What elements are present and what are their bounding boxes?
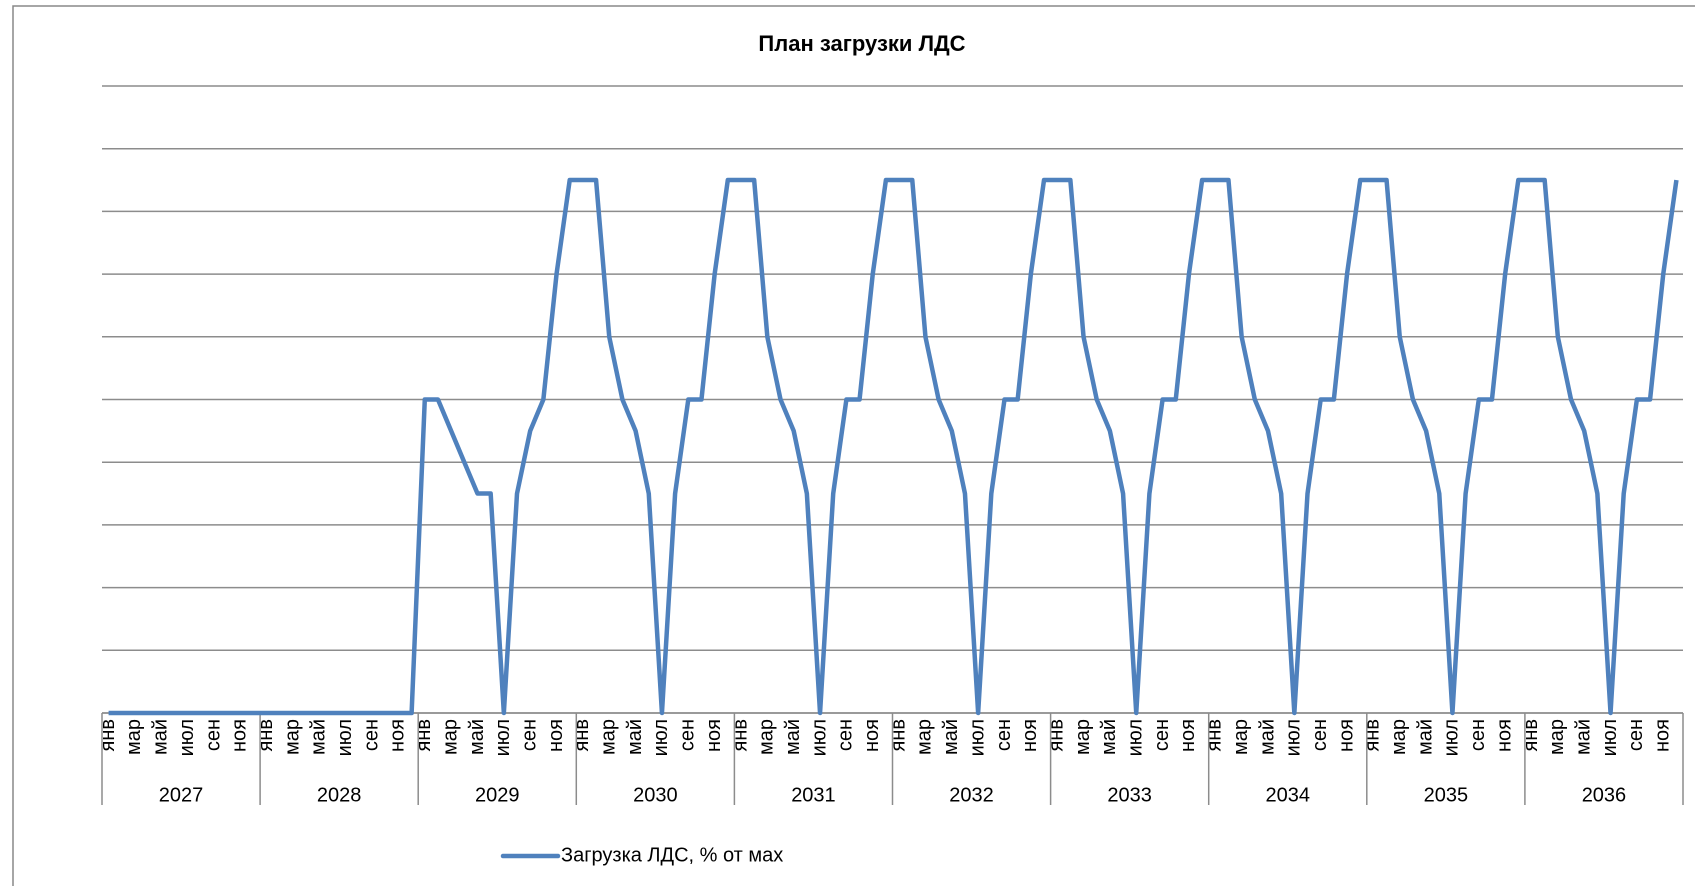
x-group-label: 2030 — [633, 784, 678, 806]
data-line — [108, 177, 1679, 716]
x-tick-label: янв — [255, 719, 277, 752]
x-tick-label: июл — [1283, 719, 1305, 756]
chart-title: План загрузки ЛДС — [758, 31, 965, 56]
x-tick-label: ноя — [1493, 719, 1515, 752]
x-tick-label: сен — [1309, 719, 1331, 751]
x-tick-label: янв — [1520, 719, 1542, 752]
x-tick-label: янв — [729, 719, 751, 752]
x-tick-label: янв — [887, 719, 909, 752]
x-tick-label: мар — [914, 719, 936, 755]
x-tick-label: май — [1414, 719, 1436, 755]
x-tick-label: ноя — [1019, 719, 1041, 752]
x-tick-label: янв — [1045, 719, 1067, 752]
x-tick-label: ноя — [1652, 719, 1674, 752]
x-tick-label: июл — [650, 719, 672, 756]
x-group-label: 2035 — [1424, 784, 1469, 806]
x-tick-label: май — [1256, 719, 1278, 755]
x-tick-label: июл — [1125, 719, 1147, 756]
legend-label: Загрузка ЛДС, % от мах — [561, 844, 783, 866]
x-tick-label: ноя — [387, 719, 409, 752]
x-tick-label: июл — [176, 719, 198, 756]
x-tick-label: сен — [835, 719, 857, 751]
x-tick-label: ноя — [703, 719, 725, 752]
x-tick-label: сен — [1625, 719, 1647, 751]
x-tick-label: сен — [1151, 719, 1173, 751]
x-tick-label: мар — [1388, 719, 1410, 755]
x-tick-label: янв — [571, 719, 593, 752]
x-group-label: 2027 — [159, 784, 204, 806]
x-group-label: 2034 — [1266, 784, 1311, 806]
x-tick-label: ноя — [1335, 719, 1357, 752]
x-tick-label: мар — [598, 719, 620, 755]
x-group-label: 2029 — [475, 784, 520, 806]
x-tick-label: сен — [677, 719, 699, 751]
x-tick-label: июл — [808, 719, 830, 756]
x-tick-label: ноя — [1177, 719, 1199, 752]
x-tick-label: янв — [97, 719, 119, 752]
x-group-label: 2032 — [949, 784, 994, 806]
x-tick-label: мар — [756, 719, 778, 755]
x-tick-label: май — [940, 719, 962, 755]
x-group-label: 2036 — [1582, 784, 1627, 806]
x-tick-label: мар — [1072, 719, 1094, 755]
x-tick-label: сен — [202, 719, 224, 751]
x-tick-label: мар — [1546, 719, 1568, 755]
x-tick-label: май — [308, 719, 330, 755]
x-tick-label: июл — [1599, 719, 1621, 756]
x-tick-label: ноя — [545, 719, 567, 752]
x-tick-label: сен — [1467, 719, 1489, 751]
x-tick-label: мар — [439, 719, 461, 755]
x-tick-label: май — [1098, 719, 1120, 755]
x-tick-label: май — [466, 719, 488, 755]
x-tick-label: янв — [413, 719, 435, 752]
x-group-label: 2033 — [1107, 784, 1152, 806]
x-group-label: 2031 — [791, 784, 836, 806]
x-tick-label: май — [150, 719, 172, 755]
x-tick-label: янв — [1204, 719, 1226, 752]
x-tick-label: июл — [334, 719, 356, 756]
x-tick-label: мар — [1230, 719, 1252, 755]
x-tick-label: мар — [123, 719, 145, 755]
x-tick-label: мар — [281, 719, 303, 755]
chart-frame — [12, 5, 1695, 886]
x-tick-label: сен — [518, 719, 540, 751]
x-tick-label: сен — [360, 719, 382, 751]
x-tick-label: сен — [993, 719, 1015, 751]
x-tick-label: июл — [492, 719, 514, 756]
x-tick-label: ноя — [229, 719, 251, 752]
x-tick-label: июл — [966, 719, 988, 756]
x-tick-label: май — [782, 719, 804, 755]
x-tick-label: июл — [1441, 719, 1463, 756]
x-tick-label: янв — [1362, 719, 1384, 752]
x-group-label: 2028 — [317, 784, 362, 806]
x-tick-label: май — [1572, 719, 1594, 755]
x-tick-label: май — [624, 719, 646, 755]
x-tick-label: ноя — [861, 719, 883, 752]
